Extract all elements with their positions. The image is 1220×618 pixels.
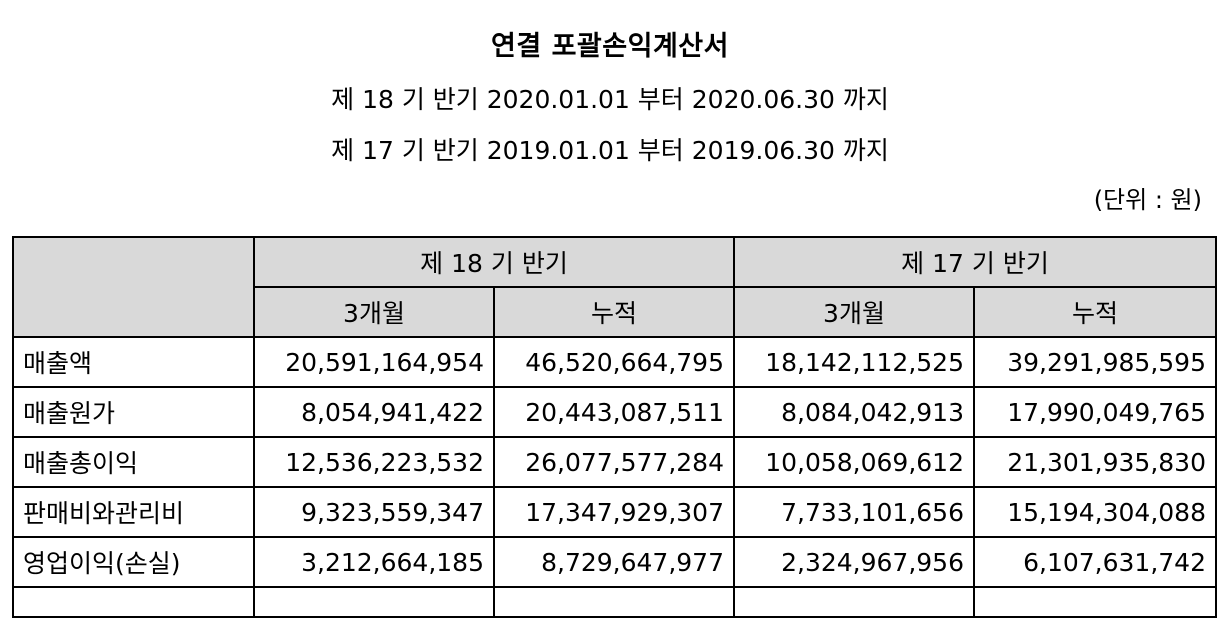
cell-value: 17,990,049,765 [973,386,1217,438]
sub-header-current-cum: 누적 [493,286,735,338]
cell-value: 18,142,112,525 [733,336,975,388]
cell-value: 8,054,941,422 [253,386,495,438]
cell-value: 6,107,631,742 [973,536,1217,588]
cut-cell [733,586,975,618]
cell-value: 17,347,929,307 [493,486,735,538]
row-label: 매출총이익 [12,436,255,488]
cell-value: 2,324,967,956 [733,536,975,588]
sub-header-current-3m: 3개월 [253,286,495,338]
table-row-cut [12,586,1217,618]
period-prior: 제 17 기 반기 2019.01.01 부터 2019.06.30 까지 [331,136,889,165]
cut-cell [493,586,735,618]
table-row: 영업이익(손실) 3,212,664,185 8,729,647,977 2,3… [12,536,1217,588]
cut-cell [973,586,1217,618]
cell-value: 10,058,069,612 [733,436,975,488]
cell-value: 21,301,935,830 [973,436,1217,488]
cell-value: 20,591,164,954 [253,336,495,388]
cell-value: 39,291,985,595 [973,336,1217,388]
cell-value: 3,212,664,185 [253,536,495,588]
cell-value: 7,733,101,656 [733,486,975,538]
unit-label: (단위 : 원) [1093,186,1202,214]
cell-value: 8,729,647,977 [493,536,735,588]
header-blank-cell [12,236,255,338]
row-label: 영업이익(손실) [12,536,255,588]
group-header-current: 제 18 기 반기 [253,236,735,288]
table-row: 판매비와관리비 9,323,559,347 17,347,929,307 7,7… [12,486,1217,538]
cell-value: 12,536,223,532 [253,436,495,488]
cell-value: 8,084,042,913 [733,386,975,438]
header-row-sub: 3개월 누적 3개월 누적 [13,286,1217,338]
cut-cell [12,586,255,618]
group-header-prior: 제 17 기 반기 [733,236,1217,288]
cut-cell [253,586,495,618]
cell-value: 26,077,577,284 [493,436,735,488]
row-label: 판매비와관리비 [12,486,255,538]
sub-header-prior-cum: 누적 [973,286,1217,338]
cell-value: 9,323,559,347 [253,486,495,538]
statement-title: 연결 포괄손익계산서 [491,31,729,62]
sub-header-prior-3m: 3개월 [733,286,975,338]
row-label: 매출원가 [12,386,255,438]
cell-value: 15,194,304,088 [973,486,1217,538]
cell-value: 20,443,087,511 [493,386,735,438]
period-current: 제 18 기 반기 2020.01.01 부터 2020.06.30 까지 [331,85,889,114]
cell-value: 46,520,664,795 [493,336,735,388]
table-row: 매출액 20,591,164,954 46,520,664,795 18,142… [12,336,1217,388]
header-row-groups: 제 18 기 반기 제 17 기 반기 [12,236,1217,338]
table-row: 매출원가 8,054,941,422 20,443,087,511 8,084,… [12,386,1217,438]
row-label: 매출액 [12,336,255,388]
table-row: 매출총이익 12,536,223,532 26,077,577,284 10,0… [12,436,1217,488]
income-statement-table: 제 18 기 반기 제 17 기 반기 3개월 누적 3개월 누적 매출액 20… [12,236,1217,618]
